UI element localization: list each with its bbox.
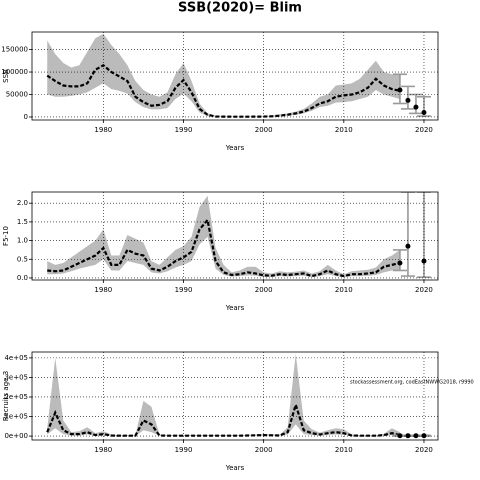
forecast-point — [405, 97, 411, 103]
x-tick-label: 2010 — [335, 286, 353, 294]
x-tick-label: 2020 — [415, 286, 433, 294]
confidence-band — [47, 353, 400, 436]
x-tick-label: 1990 — [175, 286, 193, 294]
y-tick-label: 4e+05 — [4, 354, 28, 362]
confidence-band — [47, 195, 400, 278]
y-tick-label: 1e+05 — [4, 413, 28, 421]
plot-frame — [31, 191, 439, 281]
forecast-point — [397, 433, 403, 439]
y-axis-label: F5-10 — [2, 226, 10, 246]
y-tick-label: 0e+00 — [4, 432, 28, 440]
x-tick-label: 1980 — [94, 446, 112, 454]
x-axis-label: Years — [225, 304, 245, 312]
y-tick-label: 0.0 — [17, 274, 28, 282]
estimate-line — [46, 63, 401, 118]
forecast-point — [397, 260, 403, 266]
y-axis-label: Recruits age 3 — [2, 371, 10, 421]
annotation: stockassessment.org, codEastNWWG2018, r9… — [350, 380, 474, 386]
x-tick-label: 1990 — [175, 446, 193, 454]
x-tick-label: 2020 — [415, 126, 433, 134]
x-axis-label: Years — [225, 144, 245, 152]
y-tick-label: 3e+05 — [4, 373, 28, 381]
x-tick-label: 2000 — [255, 126, 273, 134]
forecast-point — [413, 433, 419, 439]
plot-frame — [31, 351, 439, 441]
x-tick-label: 2010 — [335, 446, 353, 454]
plot-area — [47, 192, 431, 278]
x-tick-label: 2020 — [415, 446, 433, 454]
y-tick-label: 1.5 — [17, 218, 28, 226]
forecast-point — [405, 243, 411, 249]
forecast-point — [421, 109, 427, 115]
forecast-point — [397, 87, 403, 93]
x-tick-label: 2000 — [255, 286, 273, 294]
y-tick-label: 0 — [24, 113, 28, 121]
x-tick-label: 1980 — [94, 286, 112, 294]
y-tick-label: 2e+05 — [4, 393, 28, 401]
figure-title: SSB(2020)= Blim — [178, 1, 302, 16]
y-axis-label: SSB — [2, 69, 10, 83]
y-tick-label: 1.0 — [17, 237, 28, 245]
y-tick-label: 100000 — [1, 68, 28, 76]
plot-area — [46, 33, 431, 118]
plot-area — [46, 353, 431, 439]
forecast-point — [405, 433, 411, 439]
forecast-point — [413, 104, 419, 110]
plot-frame — [31, 31, 439, 121]
x-axis-label: Years — [225, 464, 245, 472]
x-tick-label: 1980 — [94, 126, 112, 134]
y-tick-label: 0.5 — [17, 255, 28, 263]
y-tick-label: 50000 — [6, 91, 28, 99]
x-tick-label: 1990 — [175, 126, 193, 134]
x-tick-label: 2010 — [335, 126, 353, 134]
forecast-point — [421, 433, 427, 439]
y-tick-label: 2.0 — [17, 199, 28, 207]
confidence-band — [47, 33, 400, 117]
x-tick-label: 2000 — [255, 446, 273, 454]
estimate-line — [47, 217, 401, 278]
y-tick-label: 150000 — [1, 46, 28, 54]
estimate-line — [46, 401, 401, 437]
